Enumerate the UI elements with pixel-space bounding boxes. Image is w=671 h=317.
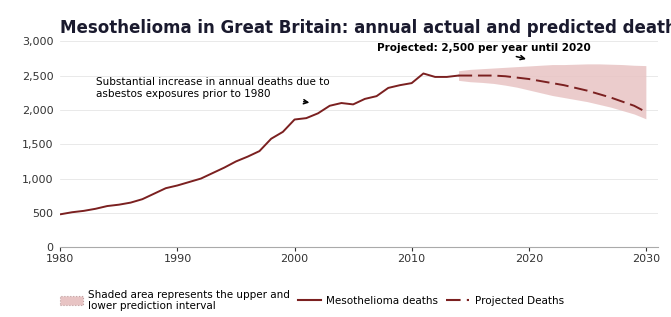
Text: Substantial increase in annual deaths due to
asbestos exposures prior to 1980: Substantial increase in annual deaths du… bbox=[95, 77, 329, 104]
Text: Projected: 2,500 per year until 2020: Projected: 2,500 per year until 2020 bbox=[376, 43, 590, 60]
Text: Mesothelioma in Great Britain: annual actual and predicted deaths: Mesothelioma in Great Britain: annual ac… bbox=[60, 19, 671, 37]
Legend: Shaded area represents the upper and
lower prediction interval, Mesothelioma dea: Shaded area represents the upper and low… bbox=[60, 289, 564, 311]
